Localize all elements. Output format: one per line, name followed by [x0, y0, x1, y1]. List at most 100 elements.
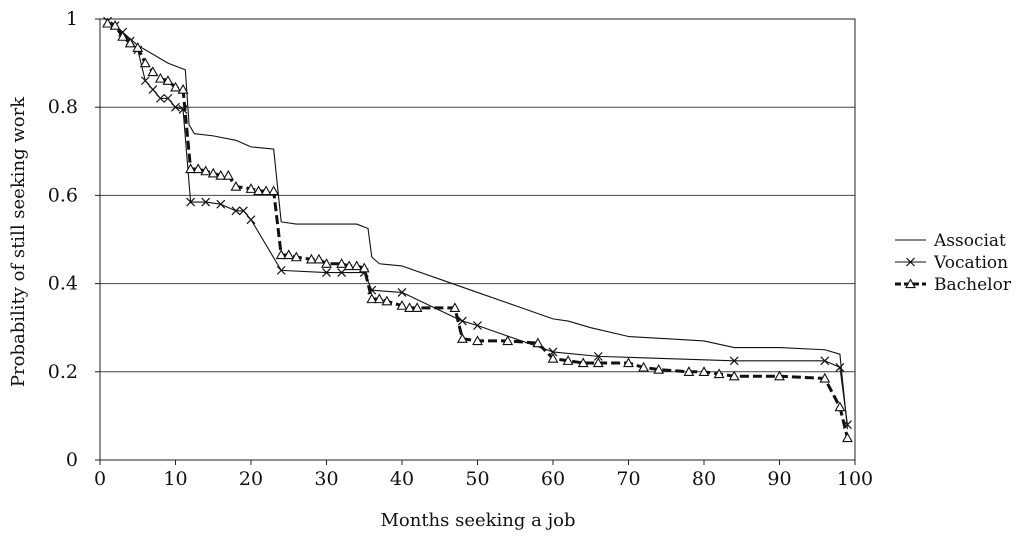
series-1-marker-13	[216, 199, 226, 209]
series-1-marker-6	[148, 85, 158, 94]
legend-marker-1	[906, 257, 915, 267]
x-tick-label-2: 20	[239, 468, 263, 490]
series-1-marker-10	[178, 104, 188, 114]
x-tick-label-9: 90	[767, 468, 791, 490]
series-2-marker-3	[124, 37, 136, 48]
legend-marker-2	[905, 278, 916, 289]
y-tick-label-2: 0.4	[48, 273, 78, 295]
y-axis-ticks: 0 0.2 0.4 0.6 0.8 1	[48, 8, 100, 471]
series-2-marker-17	[230, 180, 242, 191]
series-2-marker-48	[638, 361, 650, 372]
series-2-marker-23	[283, 249, 295, 260]
series-2-marker-28	[336, 258, 348, 268]
series-line-0	[107, 20, 848, 430]
series-1-marker-22	[397, 287, 407, 297]
series-2-marker-37	[411, 302, 423, 313]
series-2-marker-29	[343, 260, 355, 271]
series-line-2	[107, 21, 849, 439]
series-2-marker-38	[449, 302, 461, 313]
series-2-marker-1	[109, 19, 121, 30]
series-1-marker-11	[186, 197, 196, 207]
series-2-marker-36	[404, 302, 415, 313]
series-2-marker-46	[592, 357, 604, 368]
series-1-marker-18	[322, 268, 331, 277]
series-1-marker-30	[843, 420, 852, 430]
x-tick-label-8: 80	[692, 468, 716, 490]
series-2-marker-40	[472, 335, 483, 346]
x-axis-title: Months seeking a job	[380, 510, 575, 531]
series-1-marker-29	[835, 362, 845, 372]
series-1-marker-5	[140, 76, 150, 86]
series-2-marker-31	[358, 262, 370, 273]
x-tick-label-0: 0	[94, 468, 106, 490]
y-tick-label-3: 0.6	[48, 184, 78, 206]
series-1-marker-17	[276, 265, 286, 275]
legend-label-2: Bachelor	[934, 275, 1012, 295]
series-1-marker-26	[593, 351, 603, 361]
series-2-marker-33	[373, 293, 385, 304]
series-1-marker-16	[246, 215, 256, 225]
series-2-marker-27	[321, 258, 332, 268]
series-2-marker-10	[177, 83, 189, 94]
x-tick-label-5: 50	[465, 468, 489, 490]
series-2-marker-26	[313, 253, 325, 264]
y-tick-label-0: 0	[66, 449, 78, 471]
series-2-marker-51	[698, 366, 710, 376]
series-1-marker-7	[155, 93, 165, 103]
gridlines	[100, 18, 855, 373]
series-2-marker-30	[351, 260, 363, 271]
series-2-marker-50	[683, 366, 695, 376]
series-markers	[102, 16, 853, 443]
series-2-marker-44	[562, 355, 574, 365]
series-2-marker-16	[222, 169, 234, 180]
series-2-marker-54	[774, 370, 785, 381]
series-2-marker-5	[139, 57, 151, 68]
x-tick-label-7: 70	[616, 468, 640, 490]
x-tick-label-6: 60	[541, 468, 565, 490]
x-tick-label-1: 10	[163, 468, 187, 490]
y-tick-label-4: 0.8	[48, 96, 78, 118]
x-axis-ticks: 0 10 20 30 40 50 60 70 80 90 100	[94, 460, 873, 490]
series-2-marker-22	[275, 249, 287, 260]
y-tick-label-1: 0.2	[48, 361, 78, 383]
series-2-marker-55	[819, 372, 831, 383]
series-2-marker-4	[132, 42, 144, 52]
series-2-marker-45	[577, 357, 589, 368]
series-2-marker-6	[147, 66, 159, 77]
series-2-marker-2	[117, 31, 129, 41]
series-2-marker-0	[102, 17, 113, 28]
series-2-marker-18	[245, 183, 257, 193]
series-2-marker-24	[290, 251, 302, 262]
series-2-marker-32	[366, 293, 378, 304]
series-2-marker-9	[170, 81, 181, 92]
series-1-marker-8	[163, 93, 173, 103]
series-2-marker-19	[253, 185, 264, 196]
series-2-marker-12	[192, 163, 204, 174]
series-1-marker-14	[231, 206, 241, 216]
series-2-marker-39	[456, 333, 468, 343]
series-2-marker-34	[381, 295, 393, 306]
series-2-marker-15	[215, 169, 227, 180]
series-2-marker-49	[653, 363, 665, 374]
series-2-marker-14	[207, 167, 219, 178]
series-2-marker-47	[623, 357, 634, 368]
series-line-1	[107, 20, 848, 425]
series-1-marker-28	[820, 356, 830, 366]
x-tick-label-4: 40	[390, 468, 414, 490]
series-2-marker-20	[260, 185, 272, 196]
series-2-marker-43	[547, 352, 559, 363]
series-2-marker-13	[200, 165, 212, 176]
series-2-marker-41	[502, 335, 514, 346]
series-2-marker-52	[713, 368, 725, 379]
plot-area-frame	[99, 18, 856, 461]
series-2-marker-8	[162, 75, 174, 85]
x-tick-label-3: 30	[314, 468, 338, 490]
series-2-marker-25	[305, 253, 317, 264]
y-axis-title: Probability of still seeking work	[8, 96, 29, 387]
series-2-marker-53	[728, 370, 740, 381]
series-1-marker-27	[729, 356, 739, 366]
legend-label-0: Associat	[933, 231, 1006, 251]
series-1-marker-21	[367, 285, 377, 295]
